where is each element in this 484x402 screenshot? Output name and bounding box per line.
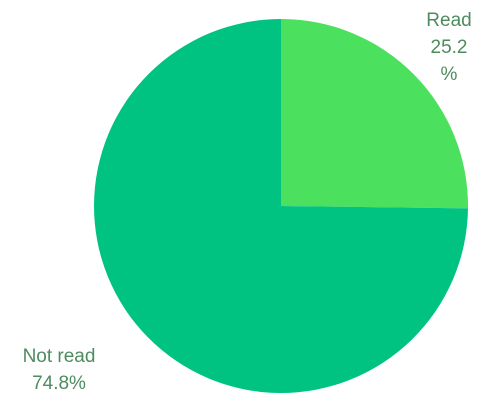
slice-label-read-line-2: 25.2 [430, 37, 468, 58]
pie-slice-not-read [94, 19, 468, 393]
slice-label-not-read: Not read 74.8% [4, 343, 114, 397]
slice-label-not-read-line-1: Not read [22, 346, 96, 367]
slice-label-read-line-1: Read [426, 10, 472, 31]
slice-label-read-line-3: % [440, 64, 458, 85]
pie-slices [94, 19, 469, 393]
slice-label-read: Read 25.2 % [418, 7, 480, 88]
slice-label-not-read-line-2: 74.8% [32, 373, 86, 394]
pie-slice-read [281, 19, 469, 209]
